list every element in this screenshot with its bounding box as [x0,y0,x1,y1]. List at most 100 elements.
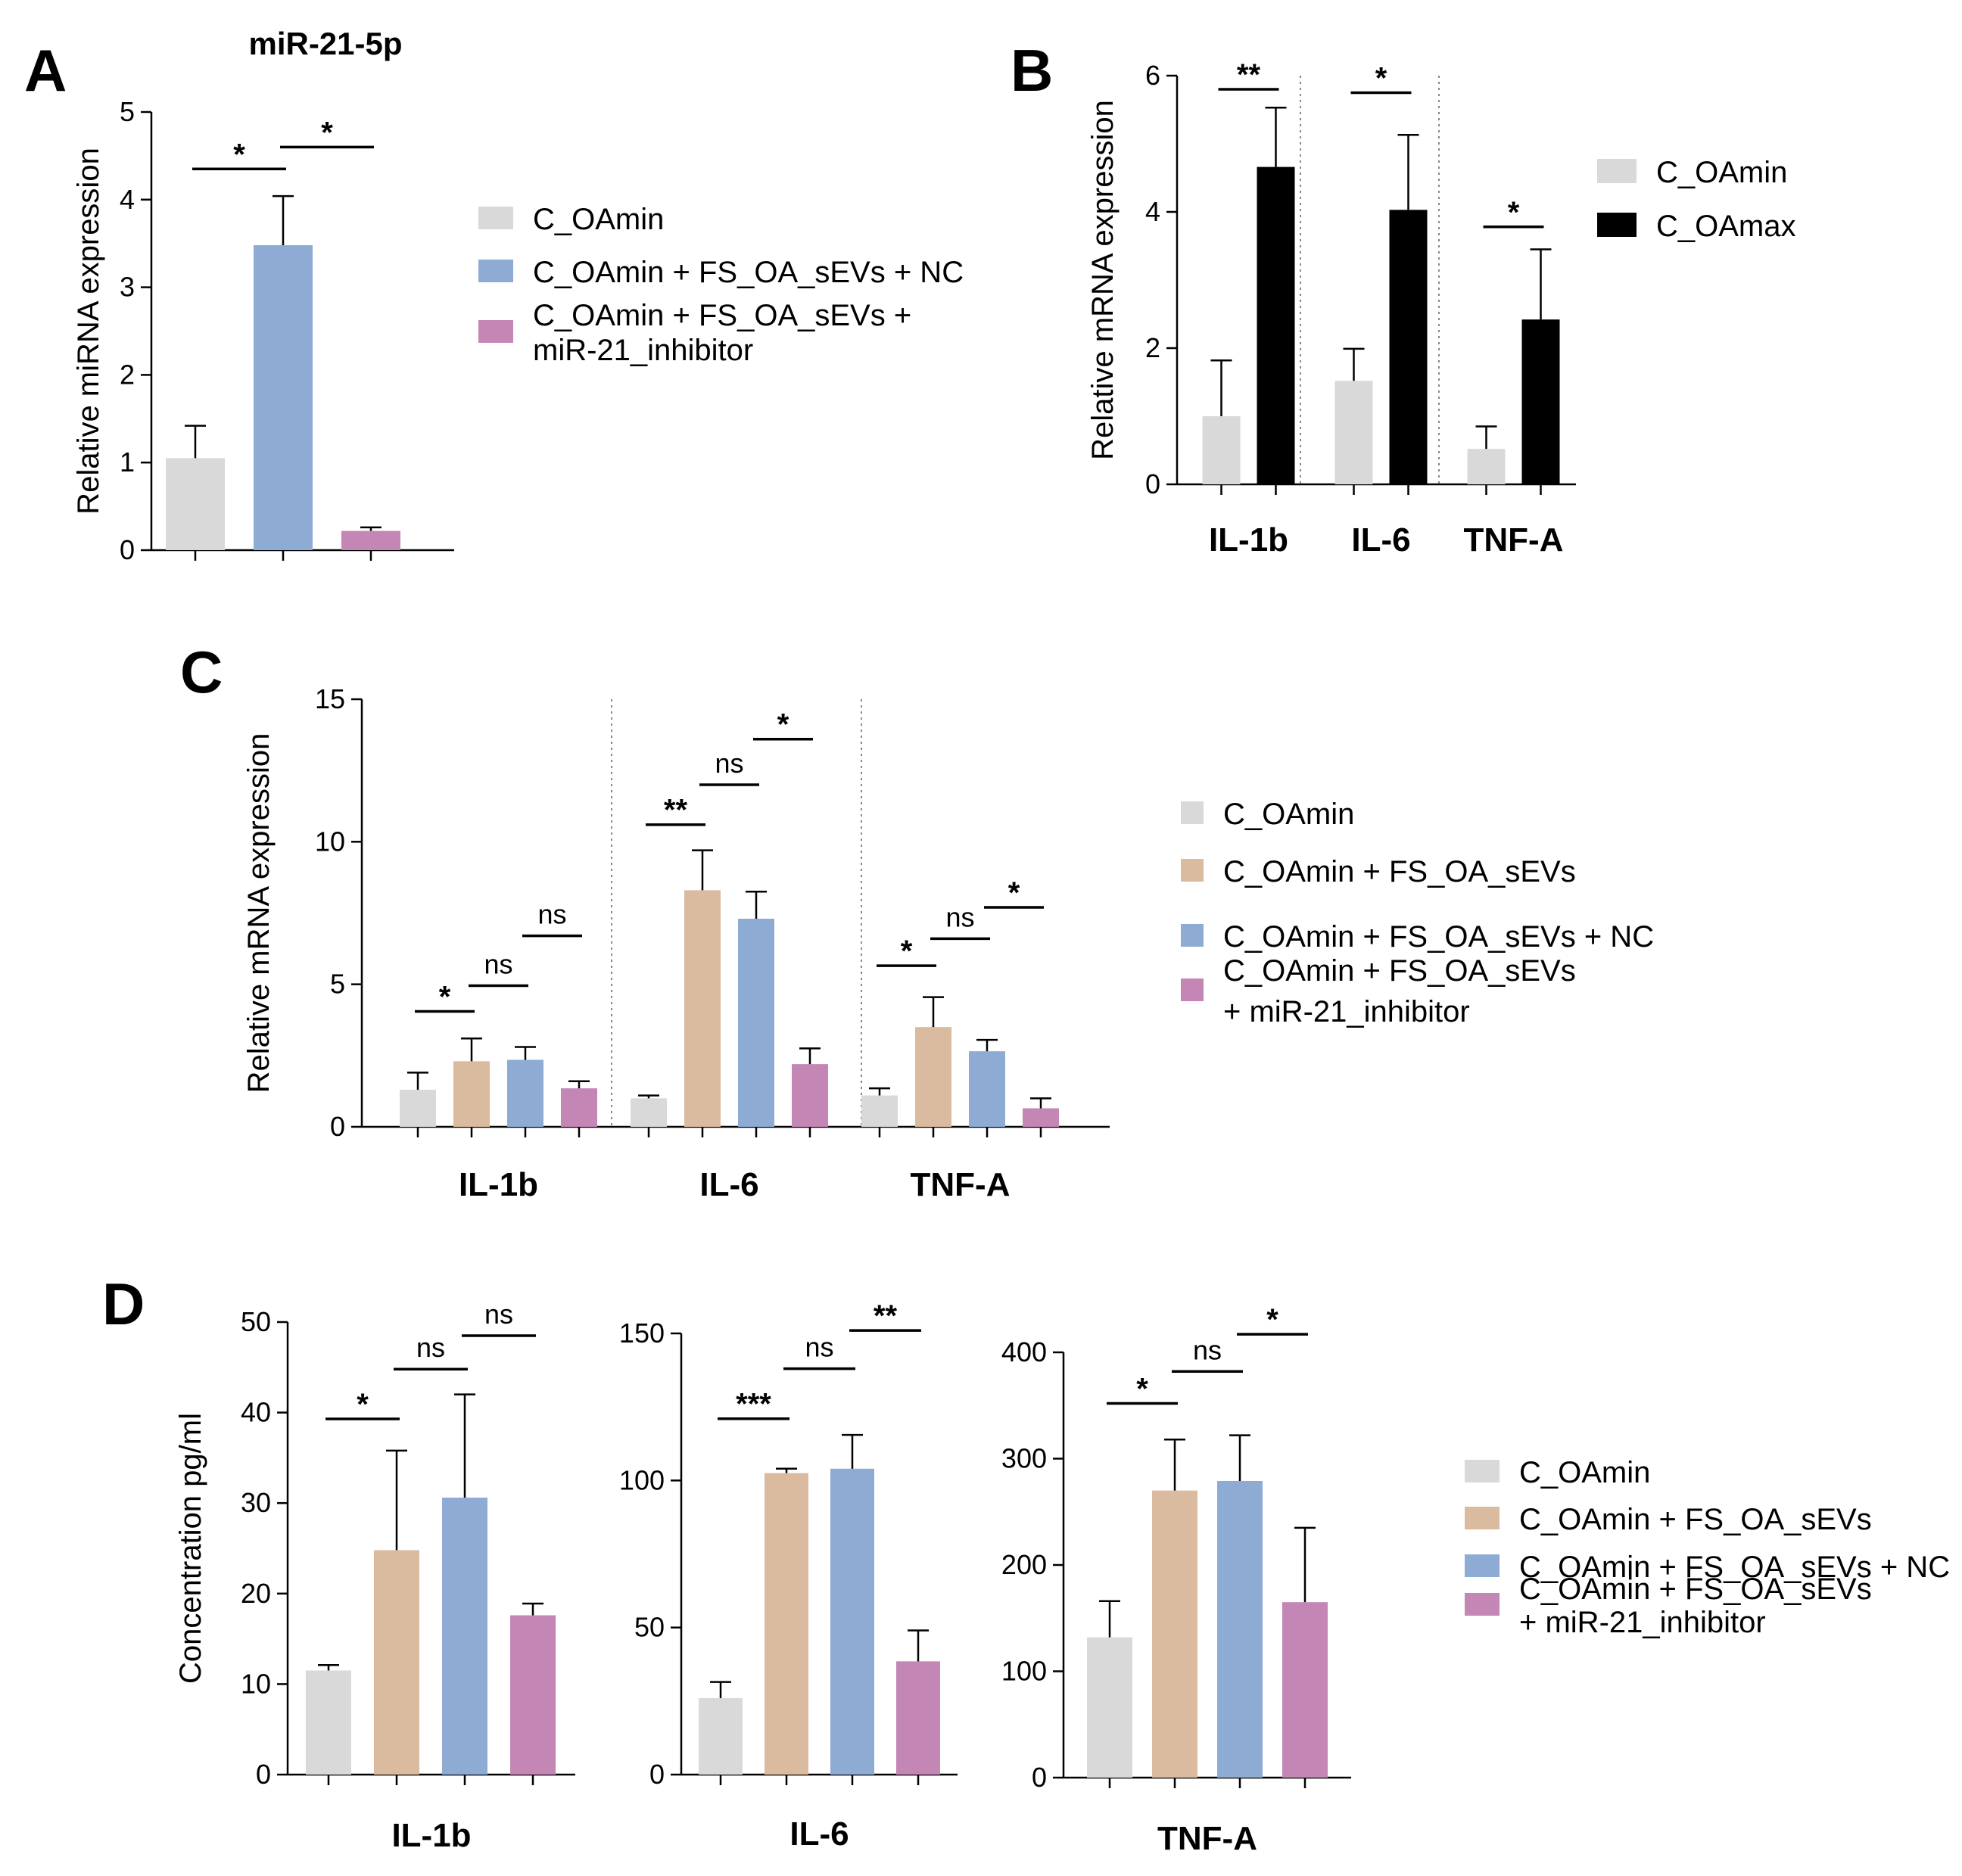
y-tick-label: 0 [1145,468,1160,499]
significance-label: ** [874,1299,898,1333]
panel-d2: 0 50 100 150 IL-6 *** ns ** [619,1299,958,1853]
legend-swatch [1181,801,1204,824]
legend-label: C_OAmin + FS_OA_sEVs + NC [1519,1551,1950,1584]
significance-label: ns [484,1299,513,1330]
significance-label: * [901,935,913,968]
bar [896,1661,940,1775]
bar [830,1468,874,1775]
bar [684,890,721,1127]
significance-label: * [1375,62,1387,95]
y-tick-label: 2 [1145,332,1160,363]
y-tick-label: 400 [1001,1336,1047,1367]
significance-label: * [321,116,333,149]
legend-label: C_OAmin + FS_OA_sEVs + NC [533,256,964,289]
significance-label: ns [484,949,512,980]
legend [1597,159,1637,237]
chart-title: miR-21-5p [248,26,402,61]
bar [1467,449,1506,484]
legend-swatch [1181,978,1204,1001]
legend [478,207,513,343]
bar [1023,1108,1059,1127]
legend-swatch [1465,1507,1500,1529]
y-axis-label: Relative mRNA expression [242,733,276,1094]
significance-label: ns [537,899,566,930]
panel-b: B 0 2 4 6 Relative mRNA expression IL-1b IL-6 TN… [1011,37,1637,558]
y-tick-label: 4 [1145,196,1160,227]
y-tick-label: 10 [241,1668,271,1699]
bar [341,530,400,550]
panel-c: C 0 5 10 15 Relative mRNA expression IL-1b IL-6… [180,639,1204,1203]
y-tick-label: 40 [241,1397,271,1428]
legend-swatch [1181,859,1204,882]
bar [1257,166,1295,484]
significance-label: * [1266,1303,1278,1336]
bar [969,1051,1005,1127]
y-tick-label: 200 [1001,1549,1047,1580]
bar [1202,416,1241,484]
panel-label-d: D [102,1271,145,1337]
bar [1521,319,1560,484]
y-tick-label: 100 [1001,1656,1047,1687]
significance-label: * [439,980,451,1013]
y-tick-label: 100 [619,1464,665,1495]
y-tick-label: 5 [330,969,345,1000]
panel-label-b: B [1011,37,1053,104]
bar [1282,1602,1328,1778]
bar [631,1098,667,1127]
bar [861,1095,898,1127]
bar [507,1059,543,1127]
bar [738,919,774,1127]
x-axis-label: IL-6 [789,1815,849,1853]
y-axis-label: Relative mRNA expression [1086,100,1120,460]
y-tick-label: 0 [1032,1762,1047,1793]
significance-label: * [777,708,789,742]
legend-label: C_OAmin + FS_OA_sEVs + NC [1223,920,1654,954]
significance-label: ns [1193,1334,1222,1365]
bar [400,1090,436,1127]
y-tick-label: 15 [315,683,345,714]
legend [1181,801,1204,1001]
bar [510,1615,556,1775]
y-tick-label: 6 [1145,60,1160,91]
x-axis-label: IL-1b [391,1817,471,1854]
y-tick-label: 5 [120,96,135,127]
y-tick-label: 3 [120,272,135,303]
bar [561,1088,597,1127]
y-tick-label: 10 [315,826,345,857]
significance-label: * [1008,876,1020,910]
y-tick-label: 0 [649,1759,665,1790]
y-tick-label: 20 [241,1578,271,1609]
bar [1217,1481,1263,1778]
panel-d3: 0 100 200 300 400 TNF-A * ns * [1001,1303,1500,1857]
legend-label: C_OAmin + FS_OA_sEVs [1223,855,1576,888]
legend-label: C_OAmin [1519,1456,1650,1489]
significance-label: * [1508,196,1520,229]
significance-label: * [357,1388,369,1421]
bar [915,1027,951,1127]
y-tick-label: 50 [241,1306,271,1337]
panel-label-a: A [24,37,67,104]
y-tick-label: 300 [1001,1443,1047,1474]
bar [699,1697,743,1775]
bar [374,1550,419,1775]
bar [792,1064,828,1127]
significance-label: ns [945,901,974,932]
legend-label: C_OAmin + FS_OA_sEVs + miR-21_inhibitor [533,299,911,367]
y-axis-label: Concentration pg/ml [174,1413,207,1684]
category-label: TNF-A [1464,521,1564,558]
legend-label: C_OAmin [533,203,664,236]
y-tick-label: 0 [256,1759,271,1790]
y-tick-label: 0 [120,534,135,565]
bar [442,1498,487,1775]
legend-label: C_OAmax [1656,210,1796,243]
legend-swatch [1465,1460,1500,1482]
x-axis-label: TNF-A [1157,1820,1257,1857]
bar [1389,210,1428,484]
category-label: IL-1b [1209,521,1288,558]
y-axis-label: Relative miRNA expression [72,148,105,515]
legend-swatch [478,260,513,282]
legend-swatch [1465,1593,1500,1616]
legend-swatch [1181,924,1204,947]
